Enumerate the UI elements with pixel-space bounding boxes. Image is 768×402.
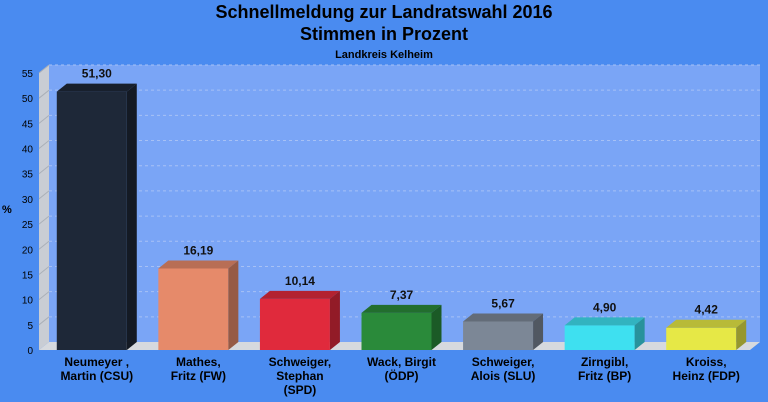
bar [666,319,747,350]
bar-top [666,319,747,328]
category-label-line: Fritz (BP) [578,369,631,383]
bar-side [634,317,645,350]
category-label-line: Kroiss, [686,355,727,369]
bar-top [158,260,239,269]
bar-front [158,268,229,350]
category-label: Mathes, Fritz (FW) [171,355,226,383]
category-label-line: Neumeyer , [64,355,129,369]
value-label: 51,30 [82,67,112,81]
y-tick-label: 10 [22,296,34,307]
y-tick-label: 55 [22,69,34,80]
value-label: 10,14 [285,274,315,288]
y-axis-ticks: 0 5 10 15 20 25 30 35 40 45 50 55 [22,69,34,357]
y-axis-label: % [2,204,12,216]
bar-side [533,313,544,350]
value-label: 4,90 [593,300,617,314]
y-tick-label: 0 [27,346,33,357]
category-label-line: (SPD) [284,383,317,397]
gridline-wall [38,165,50,175]
gridline-wall [38,64,50,74]
value-label: 7,37 [390,288,414,302]
bar-side [329,290,340,350]
bar-top [463,313,544,322]
category-label: Zirngibl, Fritz (BP) [578,355,631,383]
category-label: Wack, Birgit (ÖDP) [367,355,436,383]
category-label: Schweiger, Alois (SLU) [471,355,536,383]
category-label-line: Mathes, [176,355,221,369]
bars [56,83,747,350]
gridline-wall [38,114,50,124]
bar-front [564,325,635,350]
y-tick-label: 45 [22,119,34,130]
bar [361,304,442,350]
category-label-line: Stephan [276,369,323,383]
y-tick-label: 30 [22,195,34,206]
category-label: Neumeyer , Martin (CSU) [60,355,133,383]
gridline-wall [38,215,50,225]
category-label: Kroiss, Heinz (FDP) [673,355,740,383]
bar-top [56,83,137,92]
category-label-line: Schweiger, [472,355,535,369]
bar-side [431,304,442,350]
y-tick-label: 15 [22,270,34,281]
y-tick-label: 25 [22,220,34,231]
category-label-line: Martin (CSU) [60,369,133,383]
category-label-line: (ÖDP) [385,368,419,383]
value-labels: 51,30 16,19 10,14 7,37 5,67 4,90 4,42 [82,67,718,317]
category-label: Schweiger, Stephan (SPD) [269,355,332,397]
bar-top [259,290,340,299]
value-label: 4,42 [695,303,719,317]
bar-top [361,304,442,313]
gridline-wall [38,240,50,250]
gridline-wall [38,291,50,301]
category-label-line: Alois (SLU) [471,369,536,383]
y-tick-label: 5 [27,321,33,332]
value-label: 5,67 [491,296,515,310]
gridline-wall [38,140,50,149]
chart-subtitle: Stimmen in Prozent [299,24,469,44]
y-tick-label: 20 [22,245,34,256]
bar-top [564,317,645,326]
bar-front [361,312,432,350]
category-label-line: Fritz (FW) [171,369,226,383]
gridline-wall [38,316,50,326]
value-label: 16,19 [183,243,213,257]
bar [463,313,544,350]
bar-front [666,327,737,350]
bar-front [463,321,534,350]
bar [259,290,340,350]
plot-left-wall [39,65,49,350]
bar-side [126,83,137,350]
bar [564,317,645,350]
category-label-line: Heinz (FDP) [673,369,740,383]
bar [158,260,239,350]
bar-side [228,260,239,350]
bar [56,83,137,350]
category-label-line: Schweiger, [269,355,332,369]
bar-side [736,319,747,350]
gridline-wall [38,266,50,275]
bar-front [56,91,127,350]
category-label-line: Zirngibl, [581,355,628,369]
category-labels: Neumeyer , Martin (CSU) Mathes, Fritz (FW) S… [60,355,739,397]
chart-caption: Landkreis Kelheim [335,49,433,61]
gridline-wall [38,89,50,99]
bar-front [259,298,330,350]
y-tick-label: 50 [22,94,34,105]
gridline-wall [38,190,50,200]
chart-title: Schnellmeldung zur Landratswahl 2016 [215,2,553,22]
y-tick-label: 35 [22,170,34,181]
y-tick-label: 40 [22,145,34,156]
category-label-line: Wack, Birgit [367,355,436,369]
